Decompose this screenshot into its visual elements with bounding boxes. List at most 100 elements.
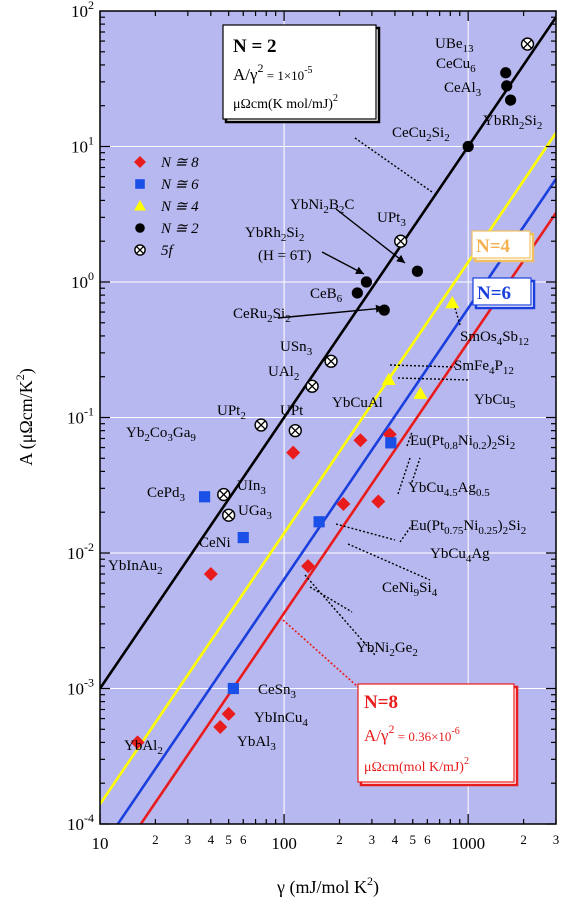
fit-line-n8 <box>139 212 556 824</box>
label-ybcu5: YbCu5 <box>474 392 516 411</box>
label-uga3: UGa3 <box>238 503 272 522</box>
leader-arrowhead <box>396 254 405 263</box>
x-minor-tick-label: 4 <box>392 832 399 847</box>
point-uin3 <box>217 487 231 502</box>
label-eu-pt0-8ni0-2-2si2: Eu(Pt0.8Ni0.2)2Si2 <box>410 433 515 452</box>
legend-label-triangle: N ≅ 4 <box>160 199 199 215</box>
label-ybincu4: YbInCu4 <box>254 710 308 729</box>
otimes-cross <box>135 245 145 255</box>
x-minor-tick-label: 5 <box>410 832 417 847</box>
y-tick-label: 10-3 <box>67 676 94 699</box>
label-ual2: UAl2 <box>268 364 299 383</box>
point-ybincu4 <box>221 706 236 721</box>
label-ybcu4ag: YbCu4Ag <box>430 546 490 565</box>
point-ybni2b2c <box>411 265 424 277</box>
point-ybni2ge2 <box>301 559 316 574</box>
x-minor-tick-label: 5 <box>225 832 232 847</box>
label-upt2: UPt2 <box>217 403 246 422</box>
x-minor-tick-label: 6 <box>240 832 247 847</box>
label-ceni: CeNi <box>199 535 231 551</box>
label-ceb6: CeB6 <box>310 286 343 305</box>
leader-dotted <box>406 431 413 447</box>
point-ceru2si2 <box>378 304 390 316</box>
legend-marker-otimes <box>134 244 146 256</box>
x-tick-label: 10 <box>92 834 109 853</box>
label-cesn3: CeSn3 <box>258 682 297 701</box>
otimes-cross <box>396 236 406 246</box>
label-ceni9si4: CeNi9Si4 <box>382 580 438 599</box>
point-eu-pt0-75ni0-25-2si2 <box>371 494 386 509</box>
point-upt2 <box>254 418 268 432</box>
n2-formula: A/γ2 = 1×10-5 <box>233 61 313 84</box>
label-ybni2ge2: YbNi2Ge2 <box>356 640 418 659</box>
x-tick-label: 100 <box>271 834 297 853</box>
point-eu-pt0-8ni0-2-2si2 <box>385 437 397 449</box>
point-ybcual <box>353 433 368 448</box>
y-tick-label: 101 <box>71 134 94 157</box>
n6-annotation-box: N=6 <box>472 277 536 310</box>
x-minor-tick-label: 2 <box>520 832 527 847</box>
label-eu-pt0-75ni0-25-2si2: Eu(Pt0.75Ni0.25)2Si2 <box>410 518 526 537</box>
x-tick-label: 1000 <box>451 834 485 853</box>
label-ybinau2: YbInAu2 <box>108 558 163 577</box>
label-smfe4p12: SmFe4P12 <box>454 358 514 377</box>
point-ceb6 <box>351 287 363 299</box>
legend-label-circle: N ≅ 2 <box>160 221 199 237</box>
y-tick-label: 10-2 <box>67 540 94 563</box>
point-ceal3 <box>501 80 513 92</box>
fit-line-n2 <box>100 16 556 690</box>
leader-dotted <box>309 586 353 613</box>
n2-title: N = 2 <box>233 36 277 57</box>
label-ybal3: YbAl3 <box>237 734 276 753</box>
label-ybrh2si2: YbRh2Si2 <box>483 113 542 132</box>
point-smfe4p12 <box>381 372 396 385</box>
label-upt3: UPt3 <box>377 210 406 229</box>
leader-arrow <box>277 307 385 319</box>
legend-label-diamond: N ≅ 8 <box>160 155 199 171</box>
axis-ticks <box>99 11 557 825</box>
label-smos4sb12: SmOs4Sb12 <box>460 329 529 348</box>
n4-annotation-box: N=4 <box>471 230 535 263</box>
point-yb2co3ga9 <box>286 445 301 460</box>
x-minor-tick-label: 3 <box>369 832 376 847</box>
label-ybcu4-5ag0-5: YbCu4.5Ag0.5 <box>408 480 490 499</box>
x-minor-tick-label: 6 <box>424 832 431 847</box>
leader-arrowhead <box>355 266 364 274</box>
leader-dotted <box>411 457 421 483</box>
n2-annotation-box: N = 2 A/γ2 = 1×10-5 μΩcm(K mol/mJ)2 <box>222 24 381 124</box>
otimes-cross <box>290 426 300 436</box>
label-ybrh2si2-h-6t: YbRh2Si2 <box>245 225 304 244</box>
leader-arrow <box>335 208 406 264</box>
label-ube13: UBe13 <box>435 36 474 55</box>
leader-dotted <box>399 524 413 543</box>
legend-label-otimes: 5f <box>161 243 175 259</box>
n4-title: N=4 <box>476 236 511 257</box>
n8-title: N=8 <box>364 692 398 713</box>
n2-units: μΩcm(K mol/mJ)2 <box>233 93 338 112</box>
label-uin3: UIn3 <box>237 478 266 497</box>
otimes-cross <box>224 510 234 520</box>
y-tick-label: 100 <box>71 269 94 292</box>
otimes-cross <box>219 489 229 500</box>
leader-dotted <box>389 364 456 368</box>
leader-dotted <box>454 307 461 326</box>
x-minor-tick-label: 2 <box>152 832 159 847</box>
n8-units: μΩcm(mol K/mJ)2 <box>364 756 469 775</box>
y-tick-label: 10-1 <box>67 405 94 428</box>
point-cecu6 <box>500 67 512 79</box>
legend-marker-circle <box>135 223 145 233</box>
point-ybrh2si2-h-6t <box>360 276 372 288</box>
label-cepd3: CePd3 <box>147 485 186 504</box>
point-ube13 <box>520 37 535 51</box>
point-uga3 <box>222 508 236 522</box>
x-axis-title: γ (mJ/mol K2) <box>276 874 379 898</box>
leader-dotted <box>397 377 471 381</box>
point-cesn3 <box>227 682 239 695</box>
y-axis-title: A (μΩcm/K2) <box>13 368 37 466</box>
point-ybal3 <box>213 719 228 734</box>
legend-marker-diamond <box>134 156 146 168</box>
n8-annotation-box: N=8 A/γ2 = 0.36×10-6 μΩcm(mol K/mJ)2 <box>357 683 519 787</box>
label-ceal3: CeAl3 <box>444 80 482 99</box>
label-ybcual: YbCuAl <box>332 395 383 411</box>
point-ybal2 <box>130 735 145 750</box>
